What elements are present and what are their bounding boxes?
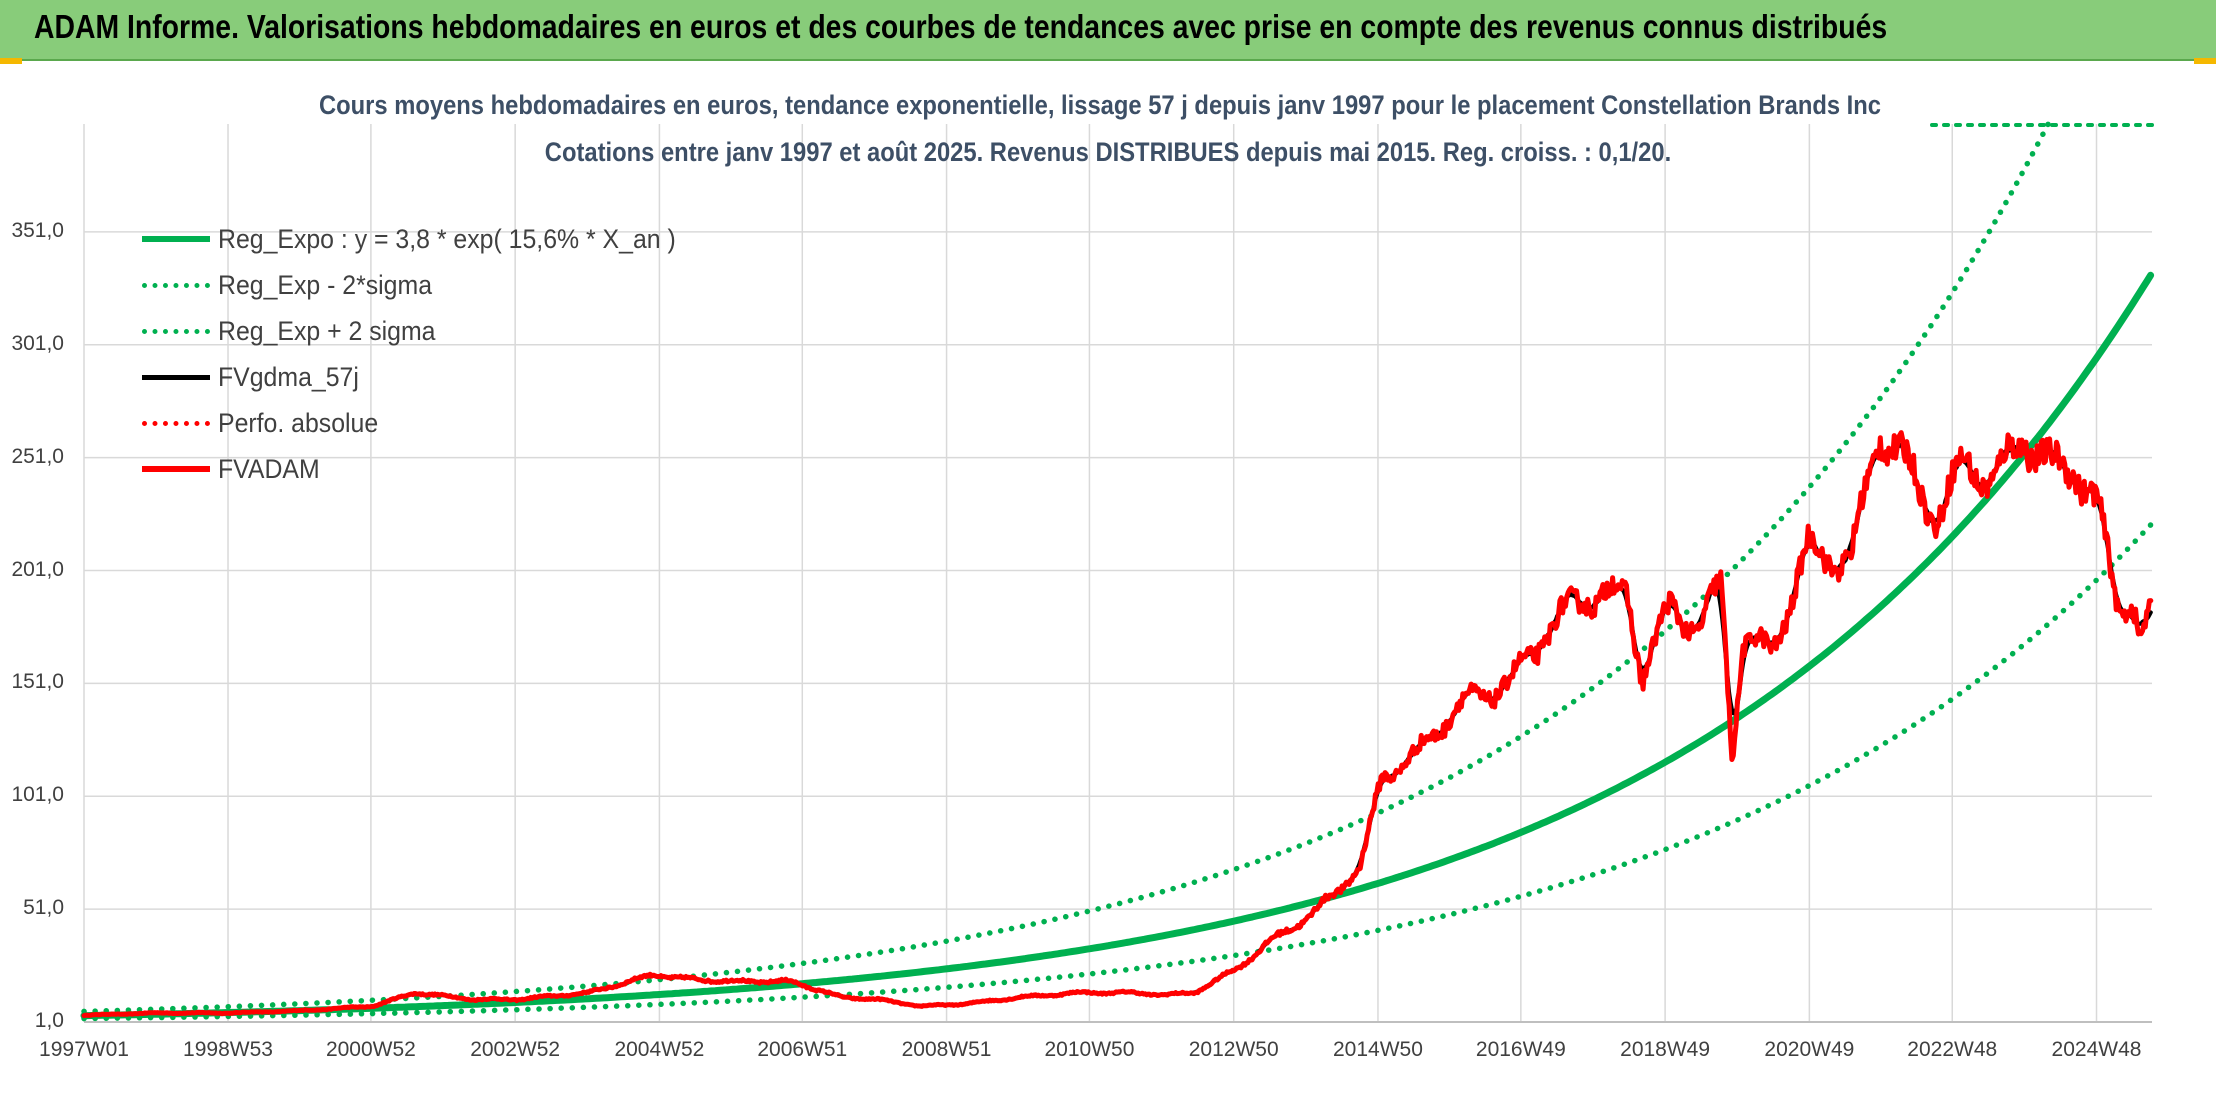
y-tick-label: 351,0	[11, 218, 64, 242]
y-tick-label: 301,0	[11, 331, 64, 355]
chart-title: Cours moyens hebdomadaires en euros, ten…	[318, 90, 1882, 120]
x-tick-label: 1998W53	[183, 1038, 273, 1061]
legend-item: Reg_Expo : y = 3,8 * exp( 15,6% * X_an )	[142, 216, 716, 262]
chart-subtitle: Cotations entre janv 1997 et août 2025. …	[544, 137, 1672, 167]
x-tick-label: 2012W50	[1188, 1038, 1279, 1061]
y-tick-label: 251,0	[11, 444, 64, 468]
x-tick-label: 2018W49	[1620, 1038, 1711, 1061]
y-tick-label: 101,0	[11, 783, 64, 807]
x-tick-label: 2016W49	[1475, 1038, 1566, 1061]
chart-series	[80, 118, 2155, 1022]
chart-grid	[83, 124, 2152, 1023]
x-tick-label: 2024W48	[2051, 1038, 2142, 1061]
legend-label: Reg_Exp - 2*sigma	[218, 269, 433, 300]
series-line-smooth	[82, 442, 2153, 1018]
series-line-reg	[80, 271, 2155, 1020]
legend-label: Perfo. absolue	[218, 407, 379, 438]
legend-item: Reg_Exp + 2 sigma	[142, 308, 716, 354]
x-tick-label: 2008W51	[901, 1038, 992, 1061]
x-tick-label: 2014W50	[1333, 1038, 1423, 1061]
x-tick-label: 2022W48	[1907, 1038, 1998, 1061]
x-tick-label: 2004W52	[614, 1038, 705, 1061]
chart-legend: Reg_Expo : y = 3,8 * exp( 15,6% * X_an )…	[142, 216, 716, 492]
y-tick-label: 151,0	[11, 670, 64, 694]
legend-item: Reg_Exp - 2*sigma	[142, 262, 716, 308]
legend-swatch	[142, 420, 210, 426]
legend-item: FVgdma_57j	[142, 354, 716, 400]
legend-swatch	[142, 374, 210, 380]
x-tick-label: 2020W49	[1764, 1038, 1855, 1061]
corner-accent-left	[0, 58, 22, 64]
series-line-perf	[82, 431, 2153, 1018]
legend-item: Perfo. absolue	[142, 400, 716, 446]
report-banner: ADAM Informe. Valorisations hebdomadaire…	[0, 0, 2216, 61]
legend-swatch	[142, 236, 210, 242]
x-tick-label: 2000W52	[325, 1038, 416, 1061]
legend-item: FVADAM	[142, 446, 716, 492]
legend-swatch	[142, 328, 210, 334]
report-banner-title: ADAM Informe. Valorisations hebdomadaire…	[34, 8, 1888, 45]
x-tick-label: 1997W01	[39, 1038, 129, 1061]
legend-label: FVgdma_57j	[218, 361, 359, 392]
legend-swatch	[142, 466, 210, 472]
x-tick-label: 2006W51	[757, 1038, 848, 1061]
chart-plot	[80, 118, 2155, 1023]
series-line-reg-high	[81, 118, 2053, 1015]
x-tick-label: 2010W50	[1044, 1038, 1135, 1061]
legend-swatch	[142, 282, 210, 288]
y-tick-label: 1,0	[34, 1009, 64, 1032]
chart-area: Cours moyens hebdomadaires en euros, ten…	[0, 64, 2216, 1106]
series-line-reg-low	[81, 522, 2154, 1022]
legend-label: Reg_Expo : y = 3,8 * exp( 15,6% * X_an )	[218, 223, 676, 254]
y-tick-label: 51,0	[23, 896, 64, 920]
legend-label: FVADAM	[218, 453, 320, 484]
legend-label: Reg_Exp + 2 sigma	[218, 315, 436, 346]
series-line-price	[81, 430, 2154, 1019]
y-tick-label: 201,0	[11, 557, 64, 581]
x-tick-label: 2002W52	[470, 1038, 561, 1061]
corner-accent-right	[2194, 58, 2216, 64]
